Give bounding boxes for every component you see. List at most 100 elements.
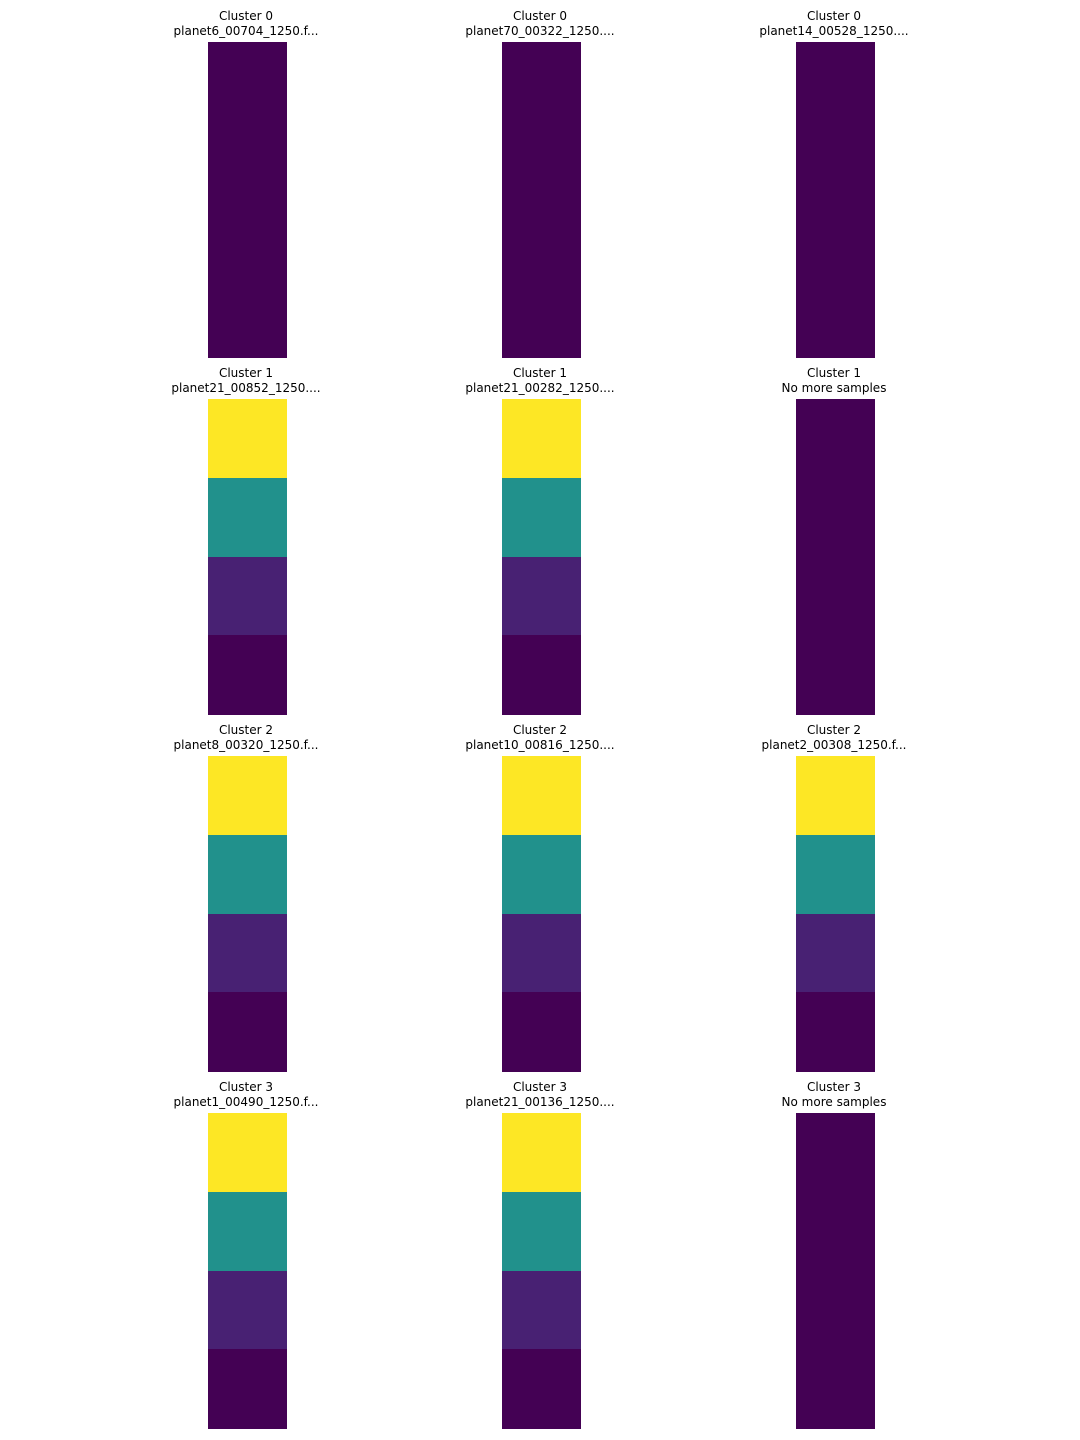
heatmap-cell [796, 278, 875, 358]
heatmap-cell [796, 399, 875, 479]
cluster-label: Cluster 0 [806, 9, 862, 23]
heatmap-strip [796, 399, 875, 715]
cluster-label: Cluster 0 [218, 9, 274, 23]
heatmap-strip [502, 756, 581, 1072]
cluster-label: Cluster 0 [512, 9, 568, 23]
heatmap-cell [796, 913, 875, 993]
cluster-label: Cluster 1 [218, 366, 274, 380]
heatmap-cell [502, 834, 581, 914]
sample-filename: No more samples [781, 381, 887, 395]
cluster-label: Cluster 3 [512, 1080, 568, 1094]
heatmap-panel: Cluster 1 planet21_00852_1250.... [96, 357, 396, 715]
heatmap-cell [208, 120, 287, 200]
heatmap-cell [502, 278, 581, 358]
heatmap-cell [208, 1191, 287, 1271]
panel-title: Cluster 3 planet1_00490_1250.f... [96, 1080, 396, 1110]
heatmap-cell [208, 556, 287, 636]
heatmap-cell [796, 992, 875, 1072]
heatmap-cell [796, 635, 875, 715]
heatmap-cell [208, 913, 287, 993]
heatmap-cell [208, 834, 287, 914]
heatmap-panel: Cluster 2 planet10_00816_1250.... [390, 714, 690, 1072]
heatmap-panel: Cluster 2 planet8_00320_1250.f... [96, 714, 396, 1072]
heatmap-cell [502, 477, 581, 557]
heatmap-cell [502, 120, 581, 200]
panel-title: Cluster 2 planet2_00308_1250.f... [684, 723, 984, 753]
heatmap-cell [502, 1113, 581, 1193]
heatmap-cell [502, 635, 581, 715]
heatmap-strip [796, 1113, 875, 1429]
cluster-label: Cluster 3 [806, 1080, 862, 1094]
heatmap-strip [208, 756, 287, 1072]
heatmap-panel: Cluster 1 planet21_00282_1250.... [390, 357, 690, 715]
heatmap-cell [796, 1349, 875, 1429]
heatmap-cell [208, 399, 287, 479]
panel-title: Cluster 2 planet10_00816_1250.... [390, 723, 690, 753]
sample-filename: planet6_00704_1250.f... [173, 24, 319, 38]
cluster-label: Cluster 3 [218, 1080, 274, 1094]
heatmap-cell [796, 199, 875, 279]
heatmap-panel: Cluster 3 No more samples [684, 1071, 984, 1429]
sample-filename: planet2_00308_1250.f... [761, 738, 907, 752]
panel-title: Cluster 1 No more samples [684, 366, 984, 396]
heatmap-cell [502, 556, 581, 636]
panel-title: Cluster 0 planet14_00528_1250.... [684, 9, 984, 39]
heatmap-cell [208, 1349, 287, 1429]
heatmap-panel: Cluster 0 planet14_00528_1250.... [684, 0, 984, 358]
panel-title: Cluster 1 planet21_00282_1250.... [390, 366, 690, 396]
heatmap-cell [796, 42, 875, 122]
heatmap-cell [502, 42, 581, 122]
heatmap-cell [208, 42, 287, 122]
sample-filename: planet21_00282_1250.... [465, 381, 615, 395]
panel-title: Cluster 2 planet8_00320_1250.f... [96, 723, 396, 753]
cluster-label: Cluster 2 [806, 723, 862, 737]
heatmap-cell [796, 834, 875, 914]
sample-filename: planet8_00320_1250.f... [173, 738, 319, 752]
panel-title: Cluster 0 planet70_00322_1250.... [390, 9, 690, 39]
heatmap-cell [208, 1113, 287, 1193]
heatmap-cell [796, 477, 875, 557]
cluster-label: Cluster 1 [806, 366, 862, 380]
cluster-label: Cluster 2 [512, 723, 568, 737]
heatmap-strip [796, 42, 875, 358]
heatmap-cell [208, 199, 287, 279]
heatmap-cell [502, 1191, 581, 1271]
heatmap-strip [502, 399, 581, 715]
heatmap-cell [796, 1191, 875, 1271]
heatmap-panel: Cluster 0 planet70_00322_1250.... [390, 0, 690, 358]
heatmap-strip [796, 756, 875, 1072]
heatmap-panel: Cluster 3 planet21_00136_1250.... [390, 1071, 690, 1429]
heatmap-cell [796, 1270, 875, 1350]
heatmap-cell [796, 120, 875, 200]
heatmap-cell [502, 399, 581, 479]
heatmap-cell [502, 913, 581, 993]
heatmap-cell [796, 756, 875, 836]
heatmap-strip [502, 1113, 581, 1429]
sample-filename: planet21_00852_1250.... [171, 381, 321, 395]
sample-filename: planet10_00816_1250.... [465, 738, 615, 752]
heatmap-cell [208, 756, 287, 836]
heatmap-cell [502, 992, 581, 1072]
heatmap-cell [796, 1113, 875, 1193]
panel-title: Cluster 3 planet21_00136_1250.... [390, 1080, 690, 1110]
sample-filename: No more samples [781, 1095, 887, 1109]
heatmap-cell [502, 1270, 581, 1350]
sample-filename: planet14_00528_1250.... [759, 24, 909, 38]
heatmap-cell [502, 1349, 581, 1429]
heatmap-strip [208, 1113, 287, 1429]
panel-title: Cluster 1 planet21_00852_1250.... [96, 366, 396, 396]
heatmap-cell [208, 992, 287, 1072]
sample-filename: planet21_00136_1250.... [465, 1095, 615, 1109]
heatmap-panel: Cluster 2 planet2_00308_1250.f... [684, 714, 984, 1072]
heatmap-strip [208, 399, 287, 715]
heatmap-cell [502, 199, 581, 279]
heatmap-cell [502, 756, 581, 836]
panel-title: Cluster 3 No more samples [684, 1080, 984, 1110]
heatmap-panel: Cluster 0 planet6_00704_1250.f... [96, 0, 396, 358]
cluster-label: Cluster 1 [512, 366, 568, 380]
heatmap-strip [502, 42, 581, 358]
heatmap-cell [208, 477, 287, 557]
sample-filename: planet1_00490_1250.f... [173, 1095, 319, 1109]
panel-title: Cluster 0 planet6_00704_1250.f... [96, 9, 396, 39]
